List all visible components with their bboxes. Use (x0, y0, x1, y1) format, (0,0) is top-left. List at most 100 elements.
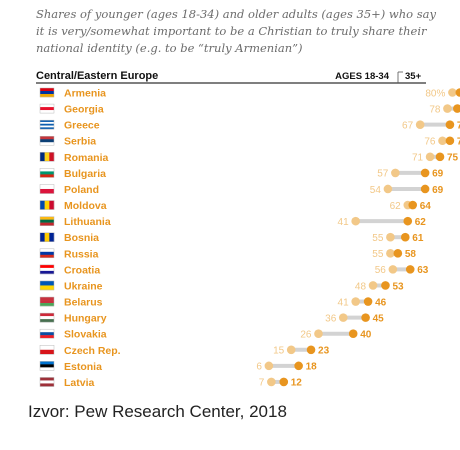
country-label: Moldova (64, 200, 107, 212)
value-label-young: 7 (259, 378, 265, 389)
flag-icon (39, 184, 55, 194)
dot-young (314, 329, 323, 339)
flag-icon (39, 377, 55, 387)
country-label: Bosnia (64, 232, 99, 244)
country-label: Czech Rep. (64, 345, 121, 357)
flag-icon (39, 280, 55, 291)
dot-old (381, 281, 390, 290)
value-label-old: 61 (412, 233, 424, 244)
flag-icon (39, 200, 55, 210)
dot-young (368, 281, 378, 290)
value-label-young: 41 (338, 217, 350, 228)
country-label: Belarus (64, 297, 103, 309)
value-label-young: 36 (325, 313, 337, 324)
dot-young (443, 104, 452, 113)
flag-icon (39, 328, 55, 339)
value-label-young: 15 (273, 346, 285, 357)
country-label: Lithuania (64, 216, 111, 228)
flag-icon (39, 103, 55, 114)
country-label: Bulgaria (64, 168, 106, 180)
dot-young (386, 232, 395, 242)
value-label-young: 41 (338, 297, 350, 308)
dot-young (386, 249, 395, 258)
value-label-old: 46 (375, 297, 387, 308)
value-label-young: 62 (390, 201, 402, 212)
dot-young (267, 377, 276, 387)
flag-icon (39, 312, 55, 323)
dot-old (306, 345, 316, 355)
dot-young (351, 216, 360, 226)
dot-young (388, 265, 398, 274)
flag-icon (39, 232, 55, 242)
dot-young (448, 88, 457, 97)
flag-icon (39, 135, 55, 146)
flag-icon (39, 361, 55, 371)
dot-old (453, 104, 460, 113)
country-label: Estonia (64, 361, 102, 373)
value-label-young: 48 (355, 281, 367, 292)
value-label-young: 57 (377, 169, 389, 180)
value-label-old: 79 (457, 137, 460, 148)
flag-icon (39, 248, 55, 259)
country-label: Romania (64, 152, 109, 164)
flag-icon (39, 168, 55, 178)
dot-young (415, 120, 425, 129)
dot-young (338, 313, 348, 322)
value-label-old: 45 (373, 313, 385, 324)
dot-old (445, 136, 455, 146)
value-label-young: 26 (300, 330, 312, 341)
value-label-old: 53 (392, 281, 404, 292)
country-label: Georgia (64, 104, 104, 116)
value-label-young: 55 (372, 249, 384, 260)
flag-icon (39, 87, 55, 98)
country-label: Greece (64, 120, 100, 132)
value-label-young: 71 (412, 153, 424, 164)
dot-old (361, 313, 370, 322)
dot-young (391, 168, 400, 178)
dot-old (363, 297, 373, 306)
flag-icon (39, 119, 55, 130)
value-label-young: 76 (424, 137, 436, 148)
dot-old (420, 184, 430, 194)
dot-old (403, 216, 413, 226)
country-label: Slovakia (64, 329, 107, 341)
value-label-old: 23 (318, 346, 330, 357)
value-label-young: 80% (425, 88, 445, 99)
flag-icon (39, 152, 55, 162)
value-label-old: 40 (360, 330, 372, 341)
country-label: Croatia (64, 264, 100, 276)
dot-old (294, 361, 303, 371)
country-label: Poland (64, 184, 99, 196)
dot-old (435, 152, 445, 162)
dot-old (455, 88, 460, 97)
value-label-old: 18 (306, 362, 318, 373)
value-label-old: 79 (457, 120, 460, 131)
dot-old (408, 200, 418, 210)
dot-old (279, 377, 289, 387)
dot-young (286, 345, 296, 355)
dot-old (400, 232, 410, 242)
value-label-young: 6 (256, 362, 262, 373)
country-label: Serbia (64, 136, 96, 148)
dot-old (348, 329, 358, 339)
dot-young (351, 297, 360, 306)
value-label-old: 12 (291, 378, 303, 389)
country-label: Russia (64, 248, 99, 260)
dot-old (393, 249, 403, 258)
value-label-young: 54 (370, 185, 382, 196)
dot-young (438, 136, 447, 146)
dot-old (445, 120, 455, 129)
chart-title: Shares of younger (ages 18-34) and older… (36, 7, 436, 55)
value-label-young: 67 (402, 120, 414, 131)
country-label: Ukraine (64, 280, 103, 292)
flag-icon (39, 296, 55, 307)
flag-icon (39, 264, 55, 275)
country-label: Armenia (64, 88, 106, 100)
value-label-young: 56 (375, 265, 387, 276)
value-label-old: 62 (415, 217, 427, 228)
dot-plot: Central/Eastern Europe AGES 18-34 35+ Armen… (36, 70, 460, 389)
dot-young (425, 152, 435, 162)
dot-young (383, 184, 393, 194)
value-label-old: 64 (420, 201, 432, 212)
legend-young: AGES 18-34 (335, 71, 390, 82)
